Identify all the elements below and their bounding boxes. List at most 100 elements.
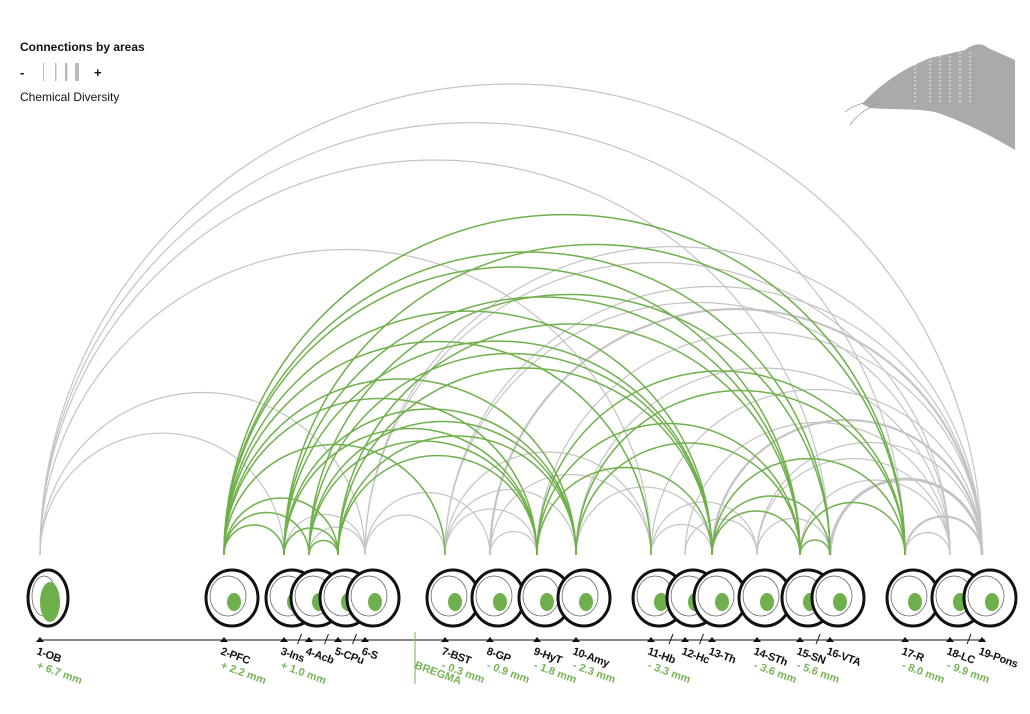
- slice-region: [368, 593, 382, 611]
- connection-arc: [223, 378, 577, 556]
- arrow-head: [946, 637, 954, 642]
- legend-bars: [43, 63, 79, 81]
- arrow-head: [901, 637, 909, 642]
- connection-arc: [828, 477, 984, 556]
- slice-region: [833, 593, 847, 611]
- connection-arc: [575, 389, 906, 556]
- slice-inner: [890, 575, 928, 617]
- rat-head: [844, 44, 1015, 150]
- node-label: 4-Acb: [304, 646, 336, 667]
- connection-arc: [283, 427, 538, 556]
- connection-arc: [364, 514, 446, 556]
- arrow-head: [978, 637, 986, 642]
- connection-arc: [308, 352, 713, 556]
- slice-region: [448, 593, 462, 611]
- slice-inner: [815, 575, 853, 617]
- connection-arc: [308, 293, 831, 556]
- arrow-head: [681, 637, 689, 642]
- node-coord: + 6.7 mm: [35, 660, 84, 688]
- separator: [699, 633, 704, 645]
- slice-region: [540, 593, 554, 611]
- connection-arc: [223, 340, 652, 556]
- arrow-head: [708, 637, 716, 642]
- connection-arc: [223, 511, 310, 556]
- connection-arc: [223, 497, 339, 556]
- connection-arc: [756, 517, 831, 556]
- connection-arc: [575, 442, 801, 556]
- connection-arc: [488, 307, 984, 556]
- node-label: 13-Th: [707, 646, 738, 667]
- connection-arc: [903, 515, 984, 556]
- slice-region: [493, 593, 507, 611]
- node-label: 16-VTA: [825, 646, 863, 669]
- brain-slice: [810, 568, 866, 628]
- connection-arc: [489, 530, 538, 556]
- connection-arc: [799, 539, 831, 556]
- connection-arc: [39, 248, 652, 556]
- separator: [815, 633, 821, 645]
- slice-region: [760, 593, 774, 611]
- connection-arc: [536, 370, 906, 556]
- connection-arc: [223, 213, 906, 556]
- connection-arc: [575, 486, 713, 556]
- connection-arc: [283, 243, 906, 556]
- arrow-head: [572, 637, 580, 642]
- node-label: 6-S: [360, 646, 379, 663]
- connection-arc: [799, 501, 906, 556]
- arrow-head: [280, 637, 288, 642]
- connection-arc: [444, 488, 577, 556]
- arrow-head: [441, 637, 449, 642]
- connection-arc: [337, 367, 713, 556]
- slice-inner: [209, 575, 247, 617]
- axis: 1-OB+ 6.7 mm2-PFC+ 2.2 mm3-Ins+ 1.0 mm4-…: [35, 633, 1020, 688]
- connection-arc: [684, 518, 758, 556]
- connection-arc: [223, 524, 285, 556]
- connection-arc: [444, 508, 538, 556]
- connection-arc: [650, 523, 713, 556]
- arrow-head: [361, 637, 369, 642]
- arrow-head: [334, 637, 342, 642]
- connection-arc: [444, 301, 951, 556]
- connection-arc: [711, 457, 906, 556]
- slice-inner: [430, 575, 468, 617]
- connection-arc: [711, 510, 801, 556]
- connection-arc: [223, 397, 538, 556]
- separator: [668, 633, 674, 645]
- node-label: 19-Pons: [977, 646, 1020, 671]
- brain-slice: [962, 568, 1018, 628]
- slice-region: [908, 593, 922, 611]
- connection-arc: [283, 513, 366, 556]
- brain-slice: [885, 568, 941, 628]
- slices: [26, 568, 1018, 628]
- connection-arc: [904, 531, 951, 556]
- arrow-head: [486, 637, 494, 642]
- connection-arc: [756, 457, 951, 556]
- connection-arc: [308, 539, 339, 556]
- slice-region: [40, 582, 60, 622]
- connection-arc: [337, 435, 577, 556]
- node-coord: + 1.0 mm: [279, 660, 328, 688]
- connection-arc: [283, 340, 713, 556]
- slice-inner: [742, 575, 780, 617]
- legend-subtitle: Chemical Diversity: [20, 90, 119, 104]
- slice-region: [579, 593, 593, 611]
- brain-slice: [26, 568, 70, 628]
- connection-arc: [444, 451, 652, 556]
- connection-arc: [536, 422, 801, 556]
- connection-arc: [536, 466, 713, 556]
- brain-slice: [204, 568, 260, 628]
- connection-arc: [575, 367, 951, 556]
- separator: [324, 633, 329, 645]
- connection-arc: [444, 285, 983, 556]
- slice-inner: [967, 575, 1005, 617]
- connection-arc: [650, 388, 983, 556]
- slice-inner: [697, 575, 735, 617]
- connection-arc: [283, 408, 577, 556]
- arrow-head: [796, 637, 804, 642]
- connection-arc: [536, 331, 983, 556]
- legend-minus: -: [20, 65, 24, 80]
- connection-arc: [364, 245, 983, 556]
- arrow-head: [305, 637, 313, 642]
- connection-arc: [308, 526, 366, 556]
